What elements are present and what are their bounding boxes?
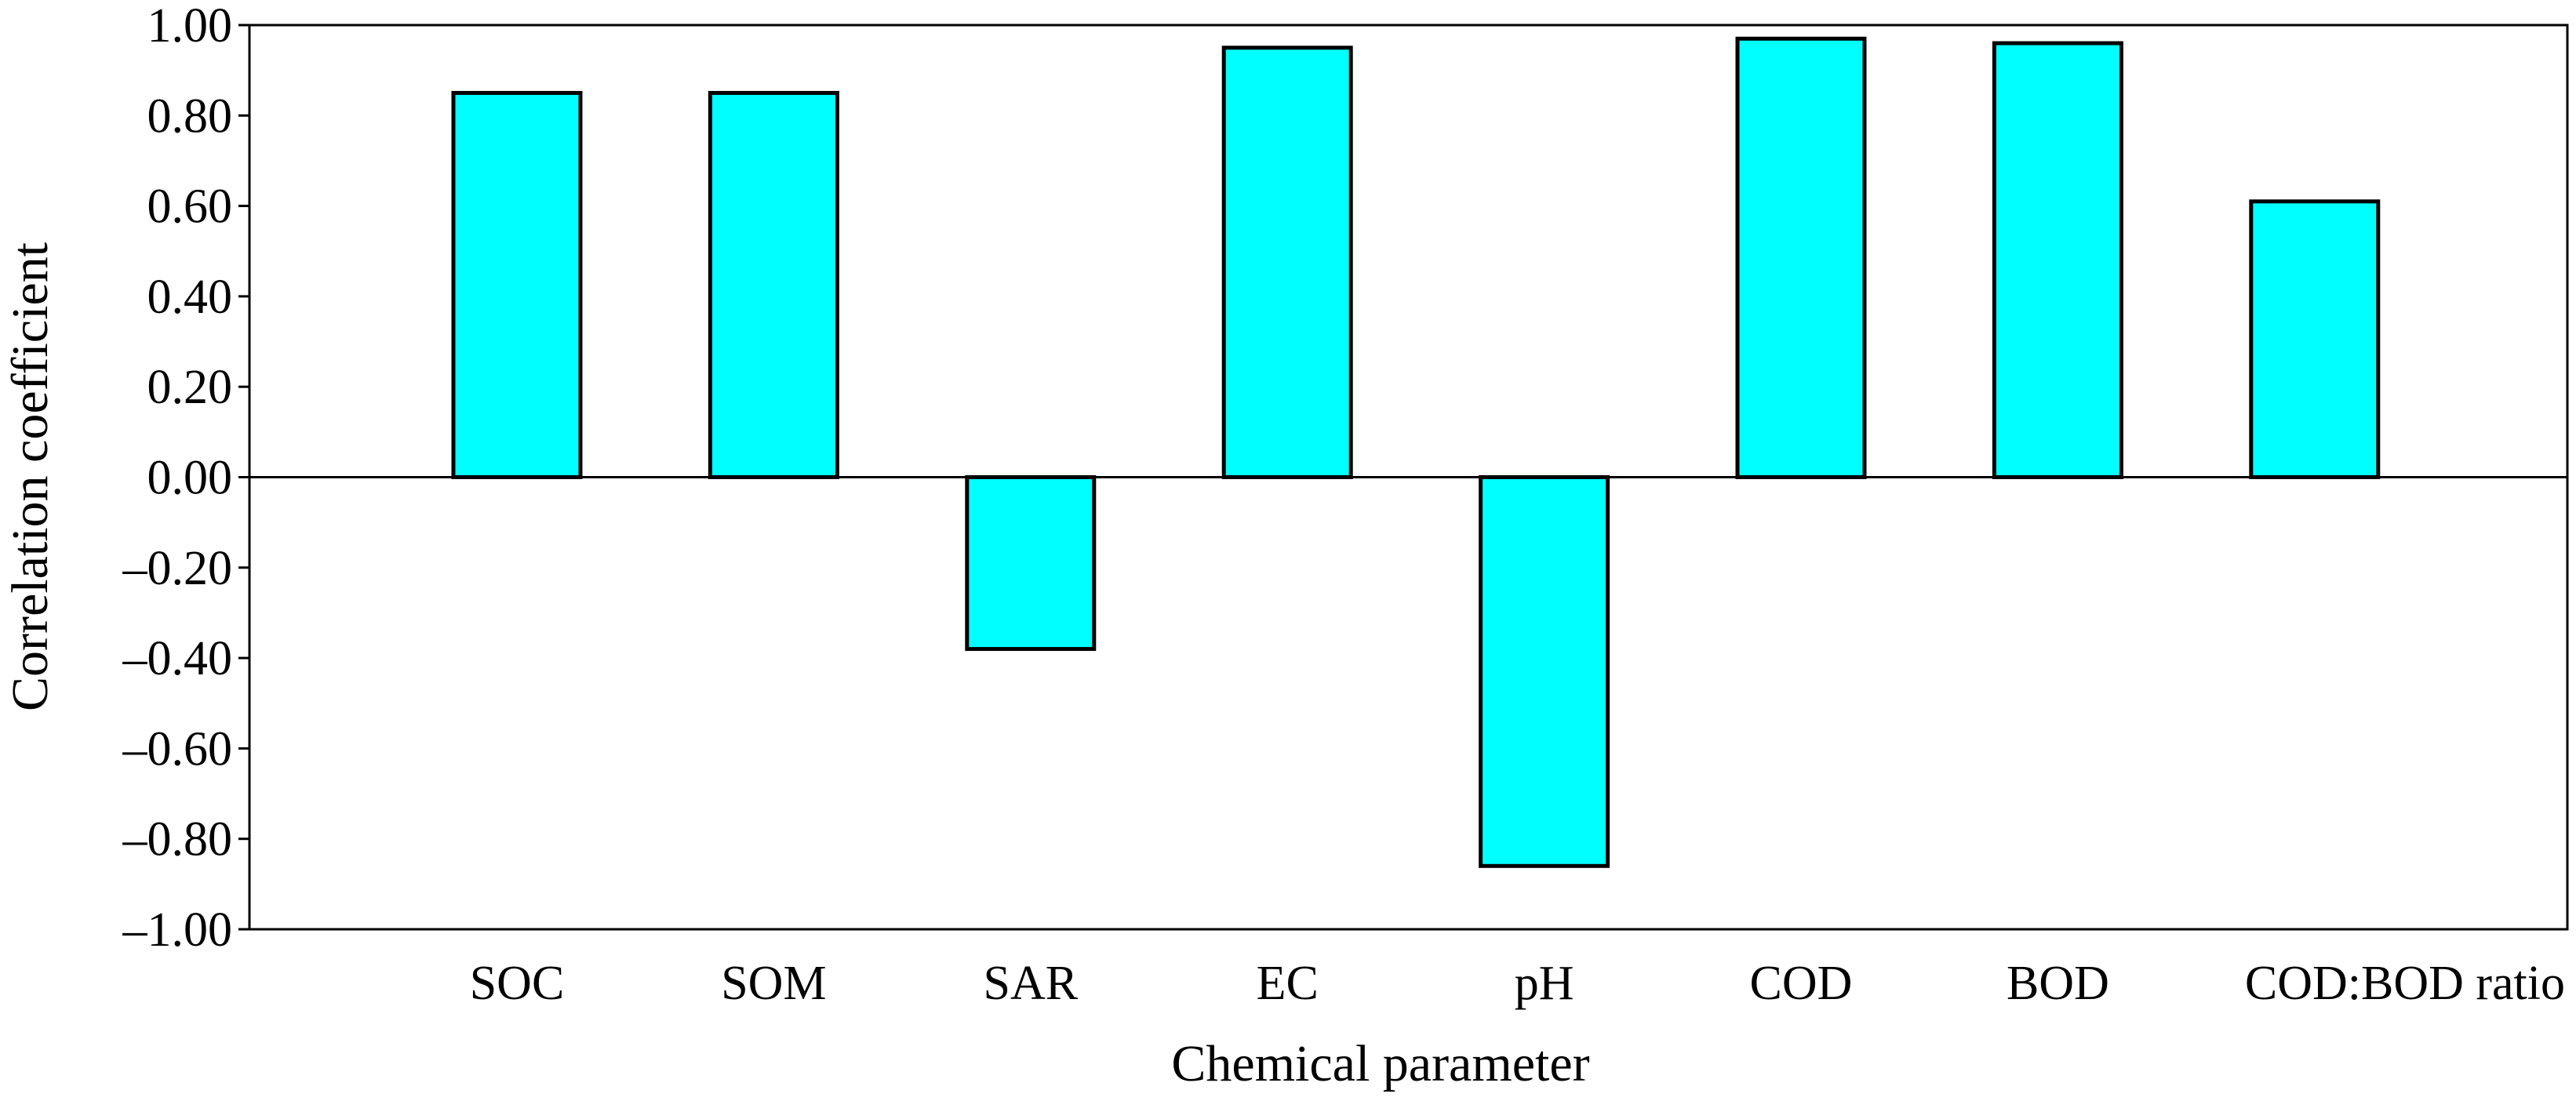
- x-axis-title: Chemical parameter: [1171, 1035, 1589, 1092]
- y-tick-label: 0.20: [147, 361, 233, 414]
- y-tick-label: 0.60: [147, 180, 233, 234]
- bar-sar: [965, 475, 1097, 652]
- bar-cod: [1735, 36, 1867, 480]
- y-tick-label: –0.20: [122, 542, 233, 595]
- x-tick-label: pH: [1515, 957, 1574, 1010]
- x-tick-label: SOC: [470, 957, 565, 1010]
- y-tick-label: –0.60: [122, 722, 233, 776]
- bar-ph: [1479, 475, 1610, 868]
- x-tick-label: SAR: [983, 957, 1078, 1010]
- bar-bod: [1992, 41, 2123, 480]
- y-tick-label: 0.40: [147, 271, 233, 324]
- y-axis-title: Correlation coefficient: [2, 242, 59, 711]
- y-axis-ticks: 1.00 0.80 0.60 0.40 0.20 0.00 –0.20 –0.40 –0.60 –…: [122, 0, 249, 957]
- y-tick-label: –0.40: [122, 632, 233, 685]
- x-tick-label: EC: [1257, 957, 1319, 1010]
- x-axis-labels: SOC SOM SAR EC pH COD BOD COD:BOD ratio: [470, 957, 2565, 1010]
- y-tick-label: 1.00: [147, 0, 233, 53]
- y-tick-label: 0.80: [147, 89, 233, 143]
- bar-soc: [451, 90, 583, 479]
- y-tick-label: –1.00: [122, 903, 233, 957]
- x-tick-label: BOD: [2007, 957, 2109, 1010]
- bar-ec: [1221, 45, 1353, 479]
- y-tick-label: 0.00: [147, 452, 233, 505]
- bars-group: [451, 36, 2381, 868]
- x-tick-label: SOM: [721, 957, 826, 1010]
- bar-som: [708, 90, 839, 479]
- y-tick-label: –0.80: [122, 813, 233, 867]
- x-tick-label: COD:BOD ratio: [2245, 957, 2565, 1010]
- x-tick-label: COD: [1750, 957, 1853, 1010]
- bar-cod-bod-ratio: [2249, 199, 2381, 479]
